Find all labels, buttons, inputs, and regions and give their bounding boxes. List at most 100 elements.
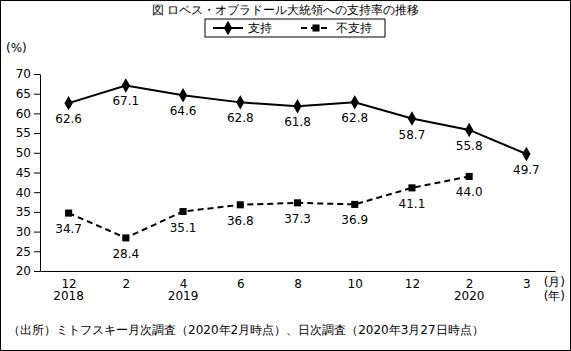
y-tick-mark: [34, 113, 40, 114]
y-tick: 30: [16, 225, 40, 239]
x-tick: 12: [61, 271, 76, 291]
year-label: 2018: [53, 289, 84, 303]
y-tick-mark: [34, 212, 40, 213]
series-marker: [465, 123, 473, 137]
chart: 図 ロペス・オブラドール大統領への支持率の推移 20 25 30 35 40 45 50 55 6…: [0, 0, 571, 351]
x-tick: 10: [348, 271, 363, 291]
data-label: 62.8: [227, 111, 254, 125]
y-tick-label: 60: [16, 107, 31, 121]
y-tick-mark: [34, 232, 40, 233]
x-tick-label: 2: [123, 277, 131, 291]
y-tick-label: 70: [16, 67, 31, 81]
legend-label: 不支持: [336, 21, 372, 35]
y-tick-label: 50: [16, 146, 31, 160]
plot-area: [64, 78, 530, 241]
data-labels: 62.6 67.1 64.6 62.8 61.8 62.8 58.7 55.8 49.7 34.7…: [55, 94, 539, 260]
series-marker: [122, 78, 130, 92]
series-marker: [522, 147, 530, 161]
x-tick-label: 10: [348, 277, 363, 291]
data-label: 44.0: [456, 185, 483, 199]
data-label: 62.6: [55, 112, 82, 126]
data-label: 64.6: [170, 104, 197, 118]
y-axis-title: (%): [6, 41, 27, 55]
y-tick: 45: [16, 166, 40, 180]
x-tick: 12: [405, 271, 420, 291]
year-label: 2019: [168, 289, 199, 303]
y-tick-mark: [34, 271, 40, 272]
y-tick-label: 25: [16, 245, 31, 259]
y-tick-label: 65: [16, 87, 31, 101]
data-label: 36.8: [227, 214, 254, 228]
y-axis-line: [40, 75, 41, 272]
series-marker: [64, 96, 72, 110]
x-tick-label: 6: [237, 277, 245, 291]
data-label: 37.3: [284, 212, 311, 226]
series-marker: [293, 99, 301, 113]
series-marker: [294, 199, 301, 206]
title: 図 ロペス・オブラドール大統領への支持率の推移: [152, 3, 420, 17]
series-marker: [179, 88, 187, 102]
y-tick-mark: [34, 251, 40, 252]
data-label: 36.9: [341, 213, 368, 227]
series-marker: [351, 95, 359, 109]
legend-box: [205, 19, 385, 37]
x-tick: 8: [294, 271, 302, 291]
y-tick-mark: [34, 94, 40, 95]
data-label: 55.8: [456, 139, 483, 153]
x-tick-label: 8: [294, 277, 302, 291]
series-marker: [236, 95, 244, 109]
y-tick-mark: [34, 173, 40, 174]
legend: 支持 不支持: [205, 19, 385, 37]
data-label: 62.8: [341, 111, 368, 125]
y-tick-label: 55: [16, 126, 31, 140]
series-line: [69, 176, 470, 237]
y-tick: 60: [16, 107, 40, 121]
year-axis-title: (年): [544, 289, 565, 303]
series-marker: [122, 234, 129, 241]
y-tick-label: 20: [16, 264, 31, 278]
y-tick: 70: [16, 67, 40, 81]
data-label: 58.7: [399, 128, 426, 142]
y-tick-label: 35: [16, 205, 31, 219]
legend-label: 支持: [248, 21, 272, 35]
data-label: 67.1: [112, 94, 139, 108]
y-tick-mark: [34, 192, 40, 193]
y-tick: 65: [16, 87, 40, 101]
y-tick-label: 45: [16, 166, 31, 180]
x-tick-label: 12: [405, 277, 420, 291]
x-axis: 122468101223: [41, 271, 556, 291]
series-marker: [65, 210, 72, 217]
y-tick-mark: [34, 74, 40, 75]
data-label: 61.8: [284, 115, 311, 129]
data-label: 35.1: [170, 221, 197, 235]
data-label: 34.7: [55, 222, 82, 236]
data-label: 49.7: [513, 163, 540, 177]
y-tick-label: 30: [16, 225, 31, 239]
data-label: 28.4: [112, 247, 139, 261]
x-axis-title: (月): [544, 275, 565, 289]
series-marker: [408, 184, 415, 191]
year-label: 2020: [454, 289, 485, 303]
x-tick: 2: [466, 271, 474, 291]
series-marker: [466, 173, 473, 180]
y-tick: 55: [16, 126, 40, 140]
x-axis-line: [41, 271, 556, 272]
series-marker: [408, 111, 416, 125]
y-tick-mark: [34, 133, 40, 134]
y-tick: 40: [16, 186, 40, 200]
x-tick-label: 3: [523, 277, 531, 291]
y-tick-mark: [34, 153, 40, 154]
y-tick: 25: [16, 245, 40, 259]
x-tick: 6: [237, 271, 245, 291]
legend-marker: [312, 24, 319, 31]
y-tick-label: 40: [16, 186, 31, 200]
y-axis: 20 25 30 35 40 45 50 55 60 65 70: [16, 67, 41, 278]
series-marker: [351, 201, 358, 208]
y-tick: 50: [16, 146, 40, 160]
series-marker: [180, 208, 187, 215]
y-tick: 20: [16, 264, 40, 278]
series-marker: [237, 201, 244, 208]
data-label: 41.1: [399, 197, 426, 211]
frame: [1, 1, 571, 351]
x-tick: 3: [523, 271, 531, 291]
